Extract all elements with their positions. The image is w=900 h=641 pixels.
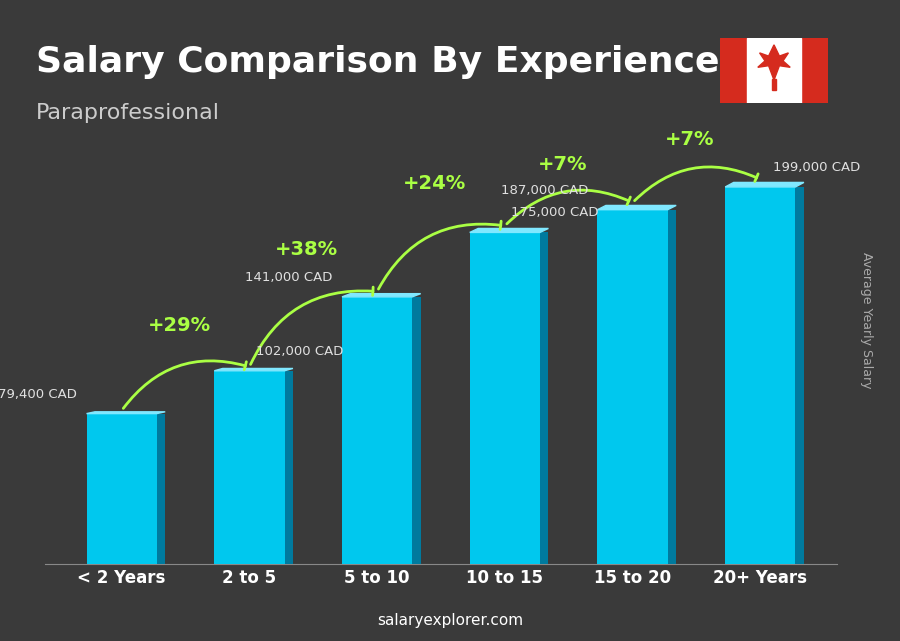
Polygon shape [470, 228, 548, 233]
Bar [720, 38, 747, 103]
Text: Salary Comparison By Experience: Salary Comparison By Experience [36, 45, 719, 79]
Text: Paraprofessional: Paraprofessional [36, 103, 220, 122]
Text: 102,000 CAD: 102,000 CAD [256, 345, 343, 358]
Polygon shape [725, 183, 804, 187]
Bar [157, 413, 166, 564]
Text: +7%: +7% [537, 154, 587, 174]
Bar [772, 79, 776, 90]
Bar [284, 370, 292, 564]
Text: 175,000 CAD: 175,000 CAD [511, 206, 598, 219]
Text: 79,400 CAD: 79,400 CAD [0, 388, 76, 401]
Polygon shape [214, 369, 292, 370]
Polygon shape [86, 412, 166, 413]
Bar [801, 38, 828, 103]
Bar [598, 210, 668, 564]
Polygon shape [342, 294, 420, 297]
Text: 199,000 CAD: 199,000 CAD [773, 161, 860, 174]
Text: +24%: +24% [403, 174, 466, 193]
Bar [342, 297, 412, 564]
Text: Average Yearly Salary: Average Yearly Salary [860, 253, 873, 388]
Bar [796, 187, 804, 564]
Bar [668, 210, 676, 564]
Text: 187,000 CAD: 187,000 CAD [500, 183, 588, 197]
Text: +29%: +29% [148, 316, 211, 335]
Text: 141,000 CAD: 141,000 CAD [245, 271, 332, 284]
Bar [725, 187, 796, 564]
Bar [86, 413, 157, 564]
Text: salaryexplorer.com: salaryexplorer.com [377, 613, 523, 628]
Bar [470, 233, 540, 564]
Text: +7%: +7% [665, 130, 715, 149]
Polygon shape [758, 45, 790, 80]
Bar [540, 233, 548, 564]
Bar [747, 38, 801, 103]
Bar [214, 370, 284, 564]
Bar [412, 297, 420, 564]
Text: +38%: +38% [275, 240, 338, 259]
Polygon shape [598, 205, 676, 210]
